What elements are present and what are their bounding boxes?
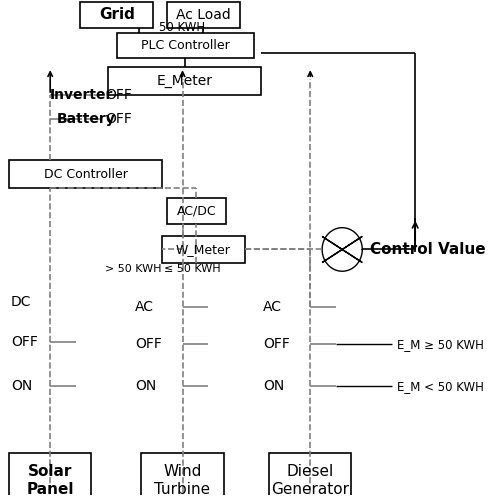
Text: OFF: OFF <box>105 88 132 102</box>
Bar <box>9 454 91 500</box>
Text: Wind
Turbine: Wind Turbine <box>154 464 211 497</box>
Bar <box>167 198 226 224</box>
Text: Diesel
Generator: Diesel Generator <box>271 464 349 497</box>
Bar <box>108 68 261 95</box>
Bar <box>80 2 153 28</box>
Text: E_M ≥ 50 KWH: E_M ≥ 50 KWH <box>397 338 484 351</box>
Text: AC: AC <box>135 300 154 314</box>
Text: OFF: OFF <box>135 338 162 351</box>
Text: AC/DC: AC/DC <box>177 204 217 218</box>
Bar <box>117 32 253 58</box>
Bar <box>269 454 351 500</box>
Text: DC Controller: DC Controller <box>44 168 127 180</box>
Text: ON: ON <box>11 379 32 393</box>
Text: 50 KWH: 50 KWH <box>159 21 206 34</box>
Bar <box>141 454 224 500</box>
Text: Solar
Panel: Solar Panel <box>26 464 74 497</box>
Text: E_Meter: E_Meter <box>156 74 212 88</box>
Text: OFF: OFF <box>105 112 132 126</box>
Text: OFF: OFF <box>11 334 38 348</box>
Text: ON: ON <box>135 379 156 393</box>
Bar <box>167 2 240 28</box>
Text: > 50 KWH: > 50 KWH <box>105 264 161 274</box>
Text: W_Meter: W_Meter <box>176 243 231 256</box>
Text: ON: ON <box>263 379 284 393</box>
Text: Control Value: Control Value <box>370 242 485 257</box>
Text: Grid: Grid <box>99 8 135 22</box>
Text: DC: DC <box>11 295 31 309</box>
Text: Inverter: Inverter <box>50 88 114 102</box>
Text: PLC Controller: PLC Controller <box>141 39 230 52</box>
Bar <box>9 160 162 188</box>
Text: E_M < 50 KWH: E_M < 50 KWH <box>397 380 484 392</box>
Bar <box>162 236 245 264</box>
Text: Ac Load: Ac Load <box>176 8 231 22</box>
Text: Battery: Battery <box>57 112 116 126</box>
Text: ≤ 50 KWH: ≤ 50 KWH <box>164 264 221 274</box>
Text: OFF: OFF <box>263 338 290 351</box>
Text: AC: AC <box>263 300 282 314</box>
